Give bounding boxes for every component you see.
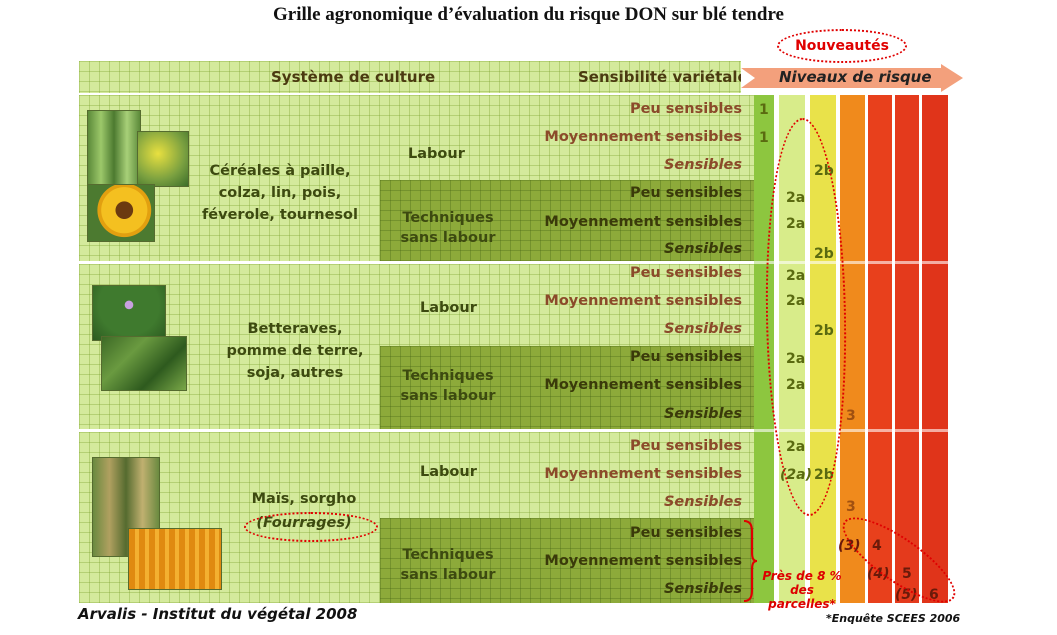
- sensitivity-peu: Peu sensibles: [629, 349, 742, 365]
- tsl-block: [380, 180, 754, 261]
- sensitivity-peu: Peu sensibles: [629, 265, 742, 281]
- crop-line: colza, lin, pois,: [218, 185, 342, 201]
- page-title: Grille agronomique d’évaluation du risqu…: [273, 4, 784, 25]
- risk-value: 1: [759, 130, 769, 146]
- risk-value: 2a: [786, 293, 806, 309]
- tsl-block: [380, 346, 754, 429]
- sensitivity-peu: Peu sensibles: [629, 525, 742, 541]
- risk-col-3: [840, 95, 865, 603]
- risk-value: 6: [929, 587, 939, 603]
- sensitivity-sensible: Sensibles: [663, 581, 742, 597]
- labour-label: Labour: [408, 146, 465, 162]
- sensitivity-peu: Peu sensibles: [629, 101, 742, 117]
- tsl-block: [380, 518, 754, 603]
- sensitivity-peu: Peu sensibles: [629, 438, 742, 454]
- tsl-label: Techniques sans labour: [393, 545, 503, 585]
- brace-icon: [742, 519, 758, 603]
- beet-photo: [101, 336, 187, 391]
- sensitivity-peu: Peu sensibles: [629, 185, 742, 201]
- tsl-label: Techniques sans labour: [393, 366, 503, 406]
- nouveautes-oval: [762, 117, 850, 517]
- risk-value: 2a: [786, 216, 806, 232]
- note-line: Près de 8 %: [762, 569, 842, 583]
- header-band: [79, 61, 741, 93]
- crop-line: pomme de terre,: [226, 343, 364, 359]
- risk-value: 1: [759, 102, 769, 118]
- tsl-line: Techniques: [402, 368, 494, 384]
- crop-line: Céréales à paille,: [209, 163, 351, 179]
- crop-label-cereales: Céréales à paille, colza, lin, pois, fév…: [190, 160, 370, 226]
- labour-label: Labour: [420, 464, 477, 480]
- sensitivity-moyen: Moyennement sensibles: [544, 293, 742, 309]
- risk-value: 2b: [814, 323, 834, 339]
- crop-line: Maïs, sorgho: [251, 491, 357, 507]
- sensitivity-sensible: Sensibles: [663, 494, 742, 510]
- risk-col-2b: [810, 95, 836, 603]
- tsl-line: Techniques: [402, 547, 494, 563]
- footer-source: Arvalis - Institut du végétal 2008: [78, 605, 358, 623]
- header-niveaux: Niveaux de risque: [779, 68, 932, 86]
- risk-value: 2b: [814, 163, 834, 179]
- sensitivity-sensible: Sensibles: [663, 157, 742, 173]
- labour-label: Labour: [420, 300, 477, 316]
- crop-line: soja, autres: [246, 365, 344, 381]
- risk-value: (4): [867, 566, 890, 582]
- risk-col-1: [754, 95, 774, 603]
- risk-value: 3: [846, 499, 856, 515]
- note-line: des parcelles*: [768, 583, 836, 611]
- crop-line: Betteraves,: [247, 321, 343, 337]
- corn-cob-photo: [128, 528, 222, 590]
- risk-value: 2b: [814, 246, 834, 262]
- risk-value: 2a: [786, 439, 806, 455]
- sensitivity-moyen: Moyennement sensibles: [544, 377, 742, 393]
- sensitivity-moyen: Moyennement sensibles: [544, 214, 742, 230]
- tsl-label: Techniques sans labour: [393, 208, 503, 248]
- risk-value: 4: [872, 538, 882, 554]
- risk-col-4: [868, 95, 892, 603]
- header-systeme: Système de culture: [271, 68, 436, 86]
- sensitivity-sensible: Sensibles: [663, 241, 742, 257]
- crop-line: féverole, tournesol: [202, 207, 358, 223]
- section-separator: [754, 261, 948, 264]
- colza-photo: [137, 131, 189, 187]
- risk-col-5: [895, 95, 919, 603]
- tsl-line: sans labour: [400, 567, 496, 583]
- nouveautes-badge: Nouveautés: [777, 29, 907, 63]
- sensitivity-sensible: Sensibles: [663, 321, 742, 337]
- fourrages-oval: [244, 512, 378, 542]
- note-text: Près de 8 % des parcelles*: [760, 569, 844, 611]
- risk-value: (3): [838, 538, 861, 554]
- tsl-line: Techniques: [402, 210, 494, 226]
- tsl-line: sans labour: [400, 230, 496, 246]
- tsl-line: sans labour: [400, 388, 496, 404]
- risk-value: 3: [846, 408, 856, 424]
- risk-value: (5): [895, 587, 918, 603]
- wheat-photo: [87, 110, 141, 186]
- risk-value: 5: [902, 566, 912, 582]
- risk-col-2a: [779, 95, 805, 603]
- risk-value: 2a: [786, 377, 806, 393]
- risk-arrow-icon: [741, 64, 966, 92]
- risk-col-6: [922, 95, 948, 603]
- risk-value: 2a: [786, 351, 806, 367]
- potato-plant-photo: [92, 285, 166, 341]
- risk-value: 2b: [814, 467, 834, 483]
- sensitivity-moyen: Moyennement sensibles: [544, 466, 742, 482]
- sensitivity-sensible: Sensibles: [663, 406, 742, 422]
- risk-value: 2a: [786, 190, 806, 206]
- footer-note: *Enquête SCEES 2006: [826, 612, 961, 625]
- section-separator: [754, 429, 948, 432]
- header-sensibilite: Sensibilité variétale: [578, 68, 748, 86]
- sensitivity-moyen: Moyennement sensibles: [544, 129, 742, 145]
- risk-value: (2a): [780, 467, 812, 483]
- crop-label-betteraves: Betteraves, pomme de terre, soja, autres: [205, 318, 385, 384]
- sensitivity-moyen: Moyennement sensibles: [544, 553, 742, 569]
- risk-value: 2a: [786, 268, 806, 284]
- sunflower-photo: [87, 184, 155, 242]
